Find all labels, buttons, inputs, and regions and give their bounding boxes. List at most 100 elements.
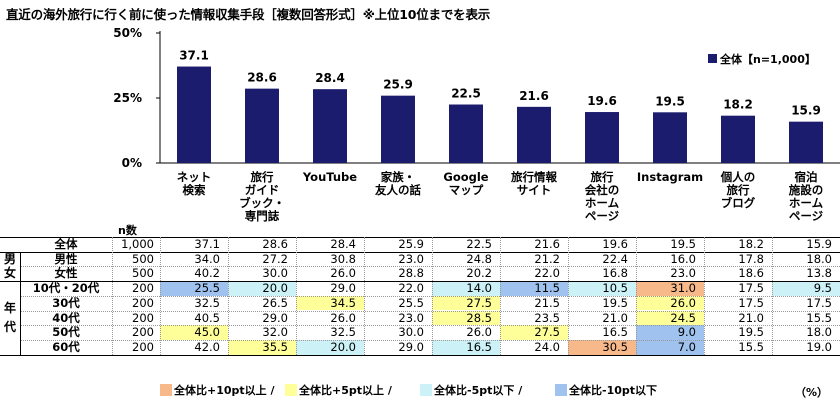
table-cell: 28.8 <box>398 266 424 281</box>
table-cell: 10.5 <box>568 281 636 296</box>
table-cell: 18.6 <box>738 266 764 281</box>
table-rule <box>20 310 840 312</box>
key-swatch-plus10 <box>160 384 172 396</box>
bar <box>789 121 823 163</box>
table-cell: 23.5 <box>534 310 560 325</box>
table-cell: 19.5 <box>670 237 696 251</box>
y-tick-label: 25% <box>113 91 142 105</box>
table-cell: 24.5 <box>636 310 704 326</box>
table-cell: 32.5 <box>194 295 220 310</box>
table-cell: 29.0 <box>330 281 356 296</box>
table-cell: 19.5 <box>738 325 764 340</box>
data-label: 18.2 <box>723 98 753 112</box>
table-cell: 17.5 <box>806 295 832 310</box>
table-cell: 7.0 <box>636 339 704 355</box>
table-cell: 25.9 <box>398 237 424 251</box>
data-label: 28.6 <box>247 71 277 85</box>
category-label: YouTube <box>302 170 358 184</box>
table-cell: 34.5 <box>296 295 364 311</box>
table-cell: 26.0 <box>330 310 356 325</box>
bar <box>313 89 347 163</box>
table-col-rule <box>228 237 229 355</box>
bar <box>381 95 415 163</box>
table-cell: 26.0 <box>330 266 356 281</box>
data-label: 28.4 <box>315 71 345 85</box>
table-cell: 27.5 <box>432 295 500 311</box>
key-plus10: 全体比+10pt以上 / <box>160 384 275 398</box>
table-cell: 27.5 <box>500 325 568 340</box>
data-label: 21.6 <box>519 89 549 103</box>
table-cell: 29.0 <box>398 339 424 354</box>
row-label: 男性 <box>54 251 78 266</box>
table-cell: 17.5 <box>738 281 764 296</box>
n-value: 200 <box>132 310 154 325</box>
n-header: n数 <box>118 224 137 237</box>
table-cell: 21.2 <box>534 251 560 266</box>
bar <box>585 112 619 163</box>
table-col-rule <box>364 237 365 355</box>
table-cell: 21.0 <box>738 310 764 325</box>
n-value: 200 <box>132 339 154 354</box>
group-age-label: 年代 <box>3 301 16 334</box>
data-label: 37.1 <box>179 49 209 63</box>
table-col-rule <box>636 237 637 355</box>
table-rule <box>0 251 840 253</box>
category-label: 家族・ 友人の話 <box>375 170 421 197</box>
bars: 37.1 28.6 28.4 25.9 22.5 21.6 19.6 19.5 18.2 15.9 <box>177 49 823 163</box>
table-cell: 45.0 <box>160 325 228 340</box>
chart-title: 直近の海外旅行に行く前に使った情報収集手段［複数回答形式］※上位10位までを表示 <box>6 7 491 22</box>
data-label: 25.9 <box>383 78 413 92</box>
category-label: 旅行情報 サイト <box>511 170 557 197</box>
table-cell: 14.0 <box>432 281 500 296</box>
table-cell: 20.0 <box>296 339 364 355</box>
table-cell: 17.5 <box>738 295 764 310</box>
table-cell: 16.8 <box>602 266 628 281</box>
table-rule <box>20 295 840 297</box>
table-cell: 26.5 <box>262 295 288 310</box>
table-col-rule <box>432 237 433 355</box>
table-cell: 29.0 <box>262 310 288 325</box>
table-cell: 24.8 <box>466 251 492 266</box>
table-cell: 16.5 <box>602 325 628 340</box>
table-cell: 16.0 <box>670 251 696 266</box>
key-minus10: 全体比-10pt以下 <box>555 384 657 398</box>
table-rule <box>0 237 840 238</box>
group-gender-label: 男女 <box>3 251 16 281</box>
n-value: 200 <box>132 295 154 310</box>
row-label: 60代 <box>52 339 80 354</box>
table-cell: 9.0 <box>636 325 704 340</box>
table-col-rule <box>20 251 21 355</box>
category-label: 旅行 会社の ホーム ページ <box>584 170 620 223</box>
table-cell: 23.0 <box>670 266 696 281</box>
table-cell: 27.2 <box>262 251 288 266</box>
legend-swatch <box>708 54 717 63</box>
table-cell: 40.2 <box>194 266 220 281</box>
category-label: Google マップ <box>443 170 489 197</box>
table-cell: 18.0 <box>806 325 832 340</box>
table-cell: 15.5 <box>738 339 764 354</box>
key-label-plus10: 全体比+10pt以上 <box>174 384 267 397</box>
table-cell: 18.0 <box>806 251 832 266</box>
category-label: 個人の 旅行 ブログ <box>720 170 756 210</box>
table-cell: 22.0 <box>398 281 424 296</box>
table-cell: 22.5 <box>466 237 492 251</box>
table-cell: 32.5 <box>330 325 356 340</box>
key-label-plus5: 全体比+5pt以上 <box>299 384 385 397</box>
key-label-minus10: 全体比-10pt以下 <box>569 384 658 397</box>
key-label-minus5: 全体比-5pt以下 <box>434 384 515 397</box>
table-cell: 15.9 <box>806 237 832 251</box>
table-col-rule <box>160 237 161 355</box>
y-tick-label: 0% <box>122 156 142 170</box>
table-rule <box>20 325 840 327</box>
category-label: 宿泊 施設の ホーム ページ <box>788 170 824 223</box>
table-col-rule <box>704 237 705 355</box>
table-col-rule <box>772 237 773 355</box>
table-cell: 25.5 <box>398 295 424 310</box>
row-label: 50代 <box>52 325 80 340</box>
crosstab-table: 全体 1,000 37.1 28.6 28.4 25.9 22.5 21.6 19.6 19.5 1… <box>0 237 840 384</box>
table-cell: 15.5 <box>806 310 832 325</box>
table-col-rule <box>500 237 501 355</box>
table-cell: 26.0 <box>636 295 704 311</box>
key-swatch-minus5 <box>420 384 432 396</box>
table-cell: 23.0 <box>398 310 424 325</box>
